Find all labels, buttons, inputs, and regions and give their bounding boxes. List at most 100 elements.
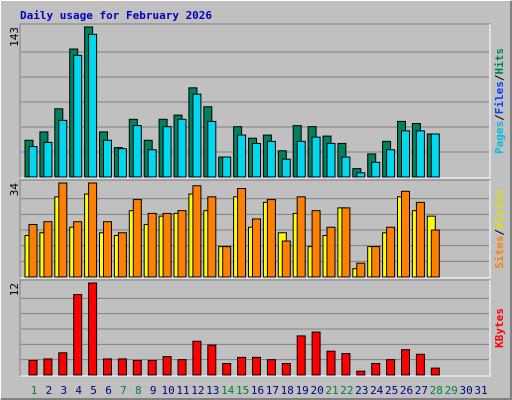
- x-tick-label: 25: [385, 384, 398, 397]
- bar: [58, 119, 68, 178]
- x-tick-label: 21: [325, 384, 338, 397]
- bar: [296, 196, 306, 278]
- x-tick-label: 11: [176, 384, 189, 397]
- x-tick-label: 2: [46, 384, 53, 397]
- legend-separator: /: [493, 114, 506, 121]
- bar: [371, 363, 381, 376]
- x-tick-label: 29: [445, 384, 458, 397]
- bar: [281, 363, 291, 376]
- bar: [386, 149, 396, 178]
- bar: [430, 229, 440, 278]
- bar: [103, 221, 112, 278]
- bar: [177, 359, 187, 376]
- bar: [117, 358, 127, 376]
- plot-edge: [20, 180, 491, 279]
- legend-separator: /: [493, 74, 506, 81]
- x-tick-label: 24: [370, 384, 384, 397]
- legend-entry: KBytes: [493, 308, 506, 348]
- bar: [88, 33, 98, 178]
- bar: [43, 221, 53, 278]
- bar: [147, 149, 157, 178]
- bar: [386, 359, 396, 376]
- bar: [371, 161, 381, 178]
- x-tick-label: 26: [400, 384, 413, 397]
- plot-edge: [20, 280, 491, 377]
- x-tick-label: 28: [430, 384, 443, 397]
- bar: [192, 340, 202, 376]
- x-tick-label: 14: [221, 384, 235, 397]
- bar: [341, 207, 351, 278]
- bar: [147, 212, 157, 278]
- bar: [192, 185, 202, 278]
- bar: [415, 130, 425, 178]
- bar: [356, 262, 366, 278]
- bar: [326, 350, 336, 376]
- bar: [326, 142, 336, 178]
- bar: [252, 142, 261, 178]
- x-tick-label: 7: [120, 384, 127, 397]
- bar: [237, 356, 247, 376]
- bar: [103, 358, 112, 376]
- bar: [162, 356, 172, 376]
- y-tick-label: 34: [8, 183, 21, 197]
- x-tick-label: 17: [266, 384, 279, 397]
- bar: [356, 172, 366, 178]
- bar: [386, 226, 396, 278]
- bar: [341, 353, 351, 376]
- bar: [207, 120, 217, 178]
- bar: [222, 363, 232, 376]
- bar: [88, 182, 98, 278]
- bar: [401, 190, 410, 278]
- x-tick-label: 27: [415, 384, 428, 397]
- x-tick-label: 31: [474, 384, 487, 397]
- x-tick-label: 22: [340, 384, 353, 397]
- x-tick-label: 6: [105, 384, 112, 397]
- bar: [430, 367, 440, 376]
- x-tick-label: 9: [150, 384, 157, 397]
- bar: [177, 118, 187, 178]
- bar: [430, 133, 440, 178]
- legend-entry: Visits: [493, 189, 506, 229]
- bar: [58, 352, 68, 376]
- bar: [132, 125, 142, 178]
- bar: [311, 331, 321, 376]
- bar: [117, 232, 127, 278]
- bar: [222, 246, 232, 278]
- bar: [28, 223, 38, 278]
- bar: [401, 349, 410, 376]
- bar: [415, 353, 425, 376]
- bar: [281, 158, 291, 178]
- bar: [43, 141, 53, 178]
- bar: [237, 188, 247, 278]
- x-tick-label: 19: [296, 384, 309, 397]
- x-tick-label: 5: [90, 384, 97, 397]
- bar: [415, 201, 425, 278]
- bar: [341, 156, 351, 178]
- x-tick-label: 4: [75, 384, 82, 397]
- x-tick-label: 30: [459, 384, 472, 397]
- legend: KBytes: [493, 308, 506, 348]
- legend-entry: Pages: [493, 121, 506, 154]
- bar: [43, 358, 53, 376]
- bar: [88, 282, 98, 376]
- bar: [371, 246, 381, 278]
- bar: [28, 146, 38, 178]
- legend-entry: Sites: [493, 236, 506, 269]
- x-tick-label: 16: [251, 384, 264, 397]
- x-tick-label: 18: [281, 384, 294, 397]
- bar: [252, 218, 261, 278]
- legend-entry: Hits: [493, 48, 506, 75]
- plot-edge: [20, 24, 491, 179]
- bar: [356, 370, 366, 376]
- bar: [162, 126, 172, 178]
- bar: [28, 359, 38, 376]
- x-tick-label: 23: [355, 384, 368, 397]
- bar: [281, 240, 291, 278]
- bar: [177, 210, 187, 278]
- legend-separator: /: [493, 229, 506, 236]
- bar: [401, 130, 410, 178]
- legend: Sites/Visits: [493, 189, 506, 269]
- y-tick-label: 12: [8, 283, 21, 296]
